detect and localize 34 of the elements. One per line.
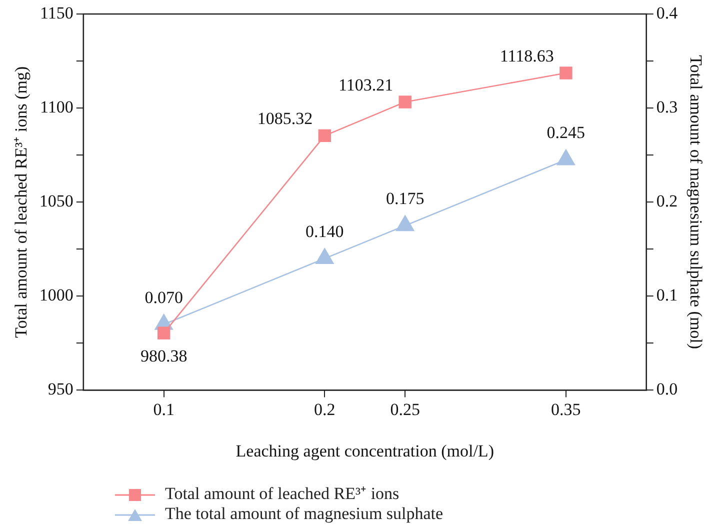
- data-label: 980.38: [140, 346, 188, 366]
- data-label: 1103.21: [338, 75, 394, 94]
- data-label: 0.245: [546, 123, 586, 142]
- point: [318, 129, 332, 142]
- point: [315, 248, 334, 264]
- y-axis-title: Total amount of leached RE³⁺ ions (mg): [12, 66, 31, 338]
- point: [398, 96, 412, 108]
- y-tick-label: 1100: [40, 98, 74, 117]
- y2-axis-title: Total amount of magnesium sulphate (mol): [686, 55, 706, 350]
- y-tick-label: 1000: [39, 286, 74, 305]
- y2-tick-label: 0.1: [656, 286, 678, 305]
- y-tick-label: 950: [48, 380, 74, 399]
- point: [157, 326, 170, 340]
- point: [560, 66, 572, 80]
- y-tick-label: 1050: [39, 192, 74, 211]
- point: [396, 214, 415, 232]
- legend-label: The total amount of magnesium sulphate: [165, 504, 444, 524]
- data-label: 1118.63: [500, 46, 554, 66]
- y2-tick-label: 0.4: [656, 3, 678, 22]
- y-tick-label: 1150: [40, 3, 74, 22]
- x-tick-label: 0.1: [153, 400, 174, 419]
- x-tick-label: 0.2: [314, 400, 336, 419]
- y2-tick-label: 0.2: [656, 192, 678, 211]
- data-label: 0.175: [386, 189, 424, 208]
- legend-label: Total amount of leached RE³⁺ ions: [165, 484, 400, 504]
- data-label: 0.140: [306, 222, 344, 241]
- data-label: 1085.32: [257, 109, 313, 128]
- y2-tick-label: 0.0: [656, 380, 678, 399]
- x-tick-label: 0.25: [390, 400, 420, 419]
- x-axis-title: Leaching agent concentration (mol/L): [236, 441, 494, 460]
- y2-tick-label: 0.3: [656, 98, 678, 117]
- point: [556, 148, 576, 166]
- data-label: 0.070: [144, 288, 183, 307]
- x-tick-label: 0.35: [551, 400, 581, 419]
